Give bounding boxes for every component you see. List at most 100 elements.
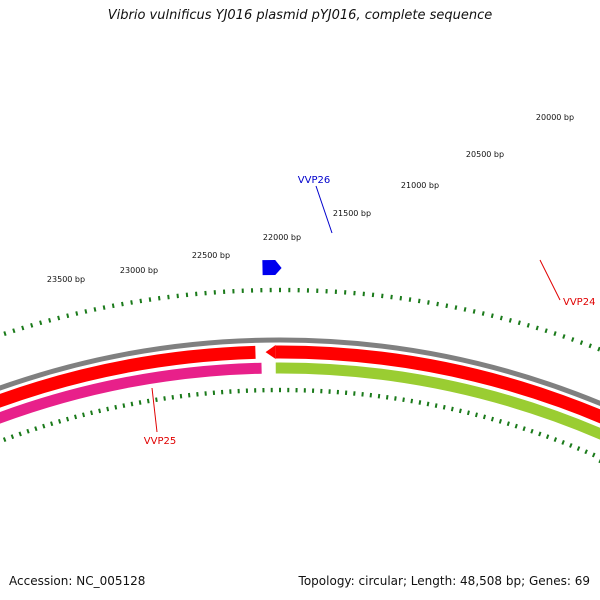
inner-tick	[530, 428, 534, 434]
outer-tick	[39, 320, 43, 326]
summary-text: Topology: circular; Length: 48,508 bp; G…	[298, 574, 590, 588]
outer-tick	[84, 309, 88, 314]
inner-tick	[402, 397, 405, 403]
outer-tick	[48, 317, 52, 323]
outer-tick	[597, 346, 600, 352]
ring-layer	[0, 337, 600, 440]
outer-tick	[30, 322, 34, 328]
inner-tick	[442, 404, 446, 410]
gene-vvp26-leader	[315, 185, 333, 234]
outer-tick	[121, 301, 124, 307]
inner-tick	[155, 397, 158, 403]
ruler-label: 20000 bp	[536, 113, 574, 122]
accession-text: Accession: NC_005128	[9, 574, 146, 588]
inner-tick	[50, 421, 54, 427]
ruler-ticks	[2, 287, 600, 464]
backbone-ring	[0, 337, 600, 407]
inner-tick	[482, 414, 487, 420]
inner-tick	[106, 406, 110, 412]
inner-tick	[561, 440, 565, 445]
gene-features: VVP24 VVP25 VVP26	[144, 175, 596, 447]
inner-tick	[163, 396, 166, 401]
inner-tick	[584, 449, 588, 455]
ruler-label: 21500 bp	[333, 209, 371, 218]
outer-tick	[408, 297, 412, 302]
inner-tick	[498, 418, 502, 424]
inner-tick	[10, 434, 15, 440]
inner-tick	[434, 403, 438, 408]
inner-tick	[73, 414, 78, 420]
cds-forward-left	[0, 345, 256, 408]
inner-tick	[538, 431, 542, 437]
inner-tick	[545, 434, 550, 440]
inner-tick	[122, 403, 126, 408]
outer-tick	[490, 313, 494, 319]
inner-tick	[82, 412, 86, 418]
outer-tick	[66, 313, 70, 319]
inner-tick	[522, 426, 526, 432]
inner-tick	[377, 393, 381, 399]
gene-vvp24-feature	[275, 362, 600, 440]
inner-tick	[418, 400, 422, 405]
inner-tick	[591, 452, 596, 458]
outer-tick	[130, 300, 133, 305]
gene-vvp26-feature	[262, 260, 282, 276]
inner-tick	[553, 437, 558, 442]
outer-tick	[499, 315, 503, 321]
ruler-label: 23000 bp	[120, 266, 158, 275]
outer-tick	[111, 303, 115, 309]
outer-tick	[12, 328, 16, 334]
gene-vvp25-label: VVP25	[144, 436, 176, 447]
inner-tick	[18, 431, 22, 437]
inner-tick	[2, 437, 7, 442]
outer-tick	[463, 307, 467, 312]
inner-tick	[171, 394, 175, 400]
gene-vvp25-leader	[151, 387, 158, 433]
ruler-labels: 20000 bp 20500 bp 21000 bp 21500 bp 22000 bp…	[47, 113, 574, 284]
gene-vvp26-label: VVP26	[298, 175, 330, 186]
cds-forward-right	[275, 345, 600, 424]
outer-tick	[481, 311, 485, 316]
outer-tick	[445, 303, 449, 309]
outer-tick	[93, 307, 97, 312]
ruler-label: 21000 bp	[401, 181, 439, 190]
outer-tick	[139, 298, 143, 304]
inner-tick	[65, 416, 70, 422]
inner-tick	[187, 392, 191, 398]
inner-tick	[114, 404, 118, 410]
outer-tick	[544, 328, 548, 334]
inner-tick	[514, 423, 518, 429]
map-title: Vibrio vulnificus YJ016 plasmid pYJ016, …	[107, 8, 493, 23]
ruler-label: 23500 bp	[47, 275, 85, 284]
inner-tick	[506, 421, 510, 427]
gene-vvp24-leader	[539, 259, 561, 301]
outer-tick	[526, 322, 530, 328]
inner-tick	[146, 398, 150, 404]
gene-vvp24-label: VVP24	[563, 297, 595, 308]
outer-tick	[148, 297, 152, 302]
outer-tick	[3, 331, 7, 336]
outer-tick	[562, 334, 566, 339]
inner-tick	[90, 410, 94, 416]
outer-tick	[436, 301, 439, 307]
outer-tick	[417, 298, 421, 304]
outer-tick	[157, 295, 161, 301]
outer-tick	[176, 293, 179, 299]
inner-tick	[410, 398, 414, 404]
inner-tick	[385, 394, 389, 400]
inner-tick	[138, 400, 142, 405]
ruler-label: 22000 bp	[263, 233, 301, 242]
outer-tick	[75, 311, 79, 316]
outer-tick	[390, 294, 393, 300]
outer-tick	[579, 340, 584, 346]
inner-tick	[98, 408, 102, 414]
outer-tick	[454, 305, 458, 310]
outer-tick	[553, 331, 557, 336]
cds-forward-arrowhead	[265, 345, 276, 360]
inner-tick	[569, 443, 573, 448]
inner-tick	[179, 393, 183, 399]
inner-tick	[394, 396, 397, 401]
inner-tick	[450, 406, 454, 412]
outer-tick	[399, 295, 403, 301]
outer-tick	[167, 294, 170, 300]
